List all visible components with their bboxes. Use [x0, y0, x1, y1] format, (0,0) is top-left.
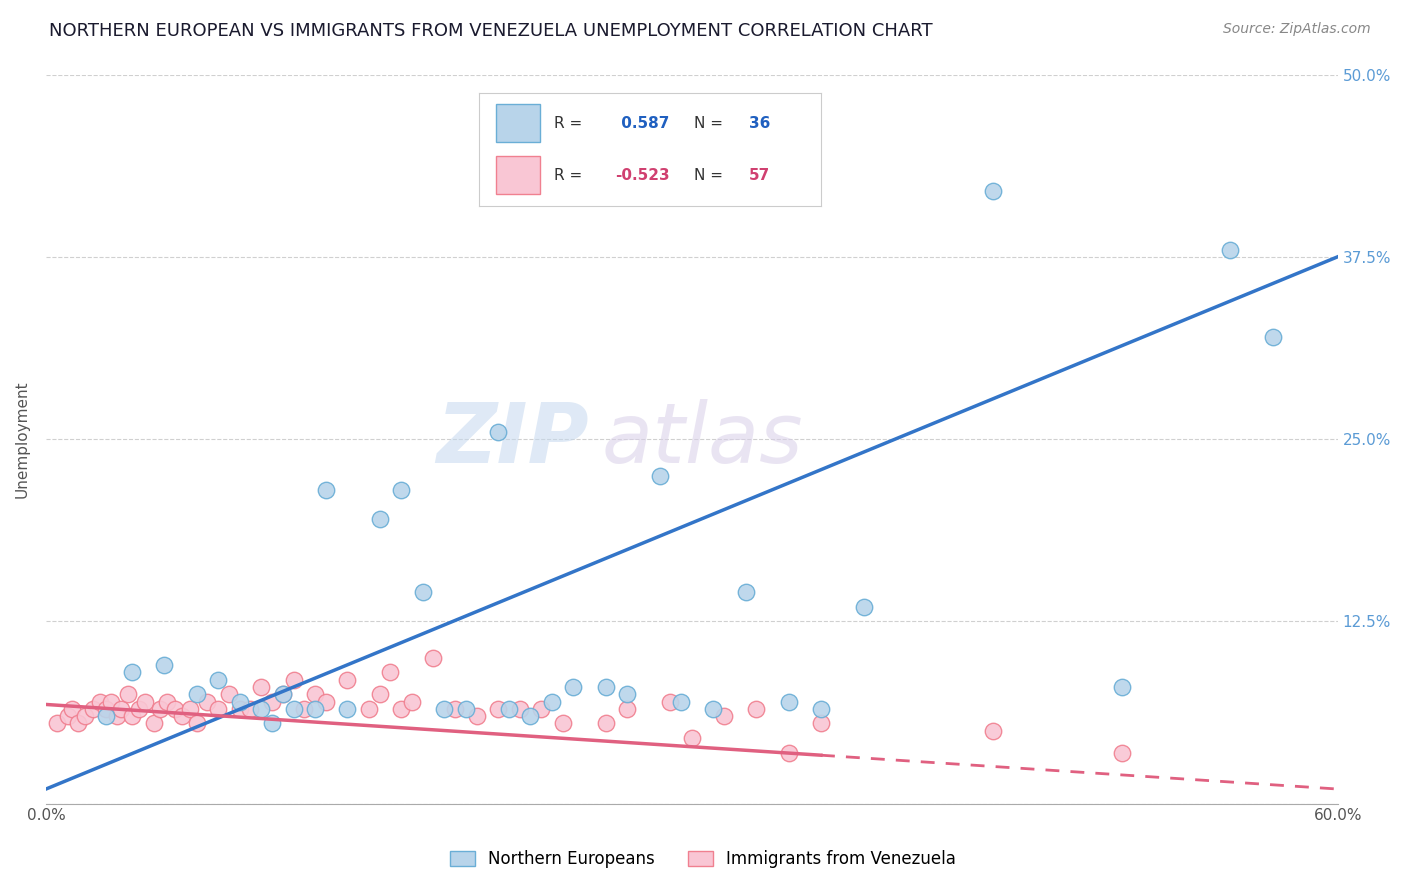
Point — [422, 650, 444, 665]
Point — [336, 702, 359, 716]
Point — [853, 599, 876, 614]
Point — [45, 716, 67, 731]
Point — [218, 687, 240, 701]
Point — [315, 483, 337, 497]
Point — [713, 709, 735, 723]
Point — [239, 702, 262, 716]
Point — [110, 702, 132, 716]
Point — [250, 680, 273, 694]
Point — [380, 665, 402, 680]
Point — [541, 694, 564, 708]
Point — [562, 680, 585, 694]
Point — [128, 702, 150, 716]
Point — [228, 694, 250, 708]
Point — [197, 694, 219, 708]
Y-axis label: Unemployment: Unemployment — [15, 380, 30, 498]
Point — [153, 658, 176, 673]
Point — [134, 694, 156, 708]
Point — [186, 716, 208, 731]
Point — [292, 702, 315, 716]
Point — [121, 665, 143, 680]
Point — [1111, 746, 1133, 760]
Point — [165, 702, 187, 716]
Point — [433, 702, 456, 716]
Point — [498, 702, 520, 716]
Point — [444, 702, 467, 716]
Point — [669, 694, 692, 708]
Point — [186, 687, 208, 701]
Point — [207, 673, 229, 687]
Point — [401, 694, 423, 708]
Point — [73, 709, 96, 723]
Point — [60, 702, 83, 716]
Point — [465, 709, 488, 723]
Point — [170, 709, 193, 723]
Point — [412, 585, 434, 599]
Point — [1219, 243, 1241, 257]
Point — [681, 731, 703, 745]
Point — [745, 702, 768, 716]
Text: NORTHERN EUROPEAN VS IMMIGRANTS FROM VENEZUELA UNEMPLOYMENT CORRELATION CHART: NORTHERN EUROPEAN VS IMMIGRANTS FROM VEN… — [49, 22, 932, 40]
Point — [336, 673, 359, 687]
Point — [149, 702, 172, 716]
Point — [810, 702, 832, 716]
Point — [778, 746, 800, 760]
Point — [368, 512, 391, 526]
Text: ZIP: ZIP — [436, 399, 589, 480]
Point — [810, 716, 832, 731]
Point — [117, 687, 139, 701]
Point — [486, 702, 509, 716]
Point — [530, 702, 553, 716]
Point — [283, 673, 305, 687]
Point — [121, 709, 143, 723]
Point — [67, 716, 90, 731]
Point — [389, 483, 412, 497]
Point — [509, 702, 531, 716]
Point — [551, 716, 574, 731]
Point — [250, 702, 273, 716]
Point — [659, 694, 682, 708]
Point — [271, 687, 294, 701]
Point — [1111, 680, 1133, 694]
Point — [648, 468, 671, 483]
Point — [981, 723, 1004, 738]
Point — [734, 585, 756, 599]
Text: Source: ZipAtlas.com: Source: ZipAtlas.com — [1223, 22, 1371, 37]
Point — [89, 694, 111, 708]
Point — [304, 702, 326, 716]
Point — [82, 702, 104, 716]
Point — [260, 716, 283, 731]
Point — [454, 702, 477, 716]
Point — [271, 687, 294, 701]
Point — [179, 702, 201, 716]
Point — [778, 694, 800, 708]
Point — [616, 702, 638, 716]
Point — [595, 716, 617, 731]
Point — [357, 702, 380, 716]
Point — [96, 709, 118, 723]
Point — [389, 702, 412, 716]
Point — [595, 680, 617, 694]
Point — [702, 702, 724, 716]
Point — [315, 694, 337, 708]
Point — [207, 702, 229, 716]
Point — [155, 694, 177, 708]
Point — [368, 687, 391, 701]
Point — [96, 702, 118, 716]
Point — [105, 709, 128, 723]
Legend: Northern Europeans, Immigrants from Venezuela: Northern Europeans, Immigrants from Vene… — [443, 844, 963, 875]
Point — [304, 687, 326, 701]
Point — [142, 716, 165, 731]
Point — [486, 425, 509, 439]
Point — [981, 184, 1004, 198]
Point — [100, 694, 122, 708]
Point — [260, 694, 283, 708]
Text: atlas: atlas — [602, 399, 803, 480]
Point — [228, 702, 250, 716]
Point — [616, 687, 638, 701]
Point — [1261, 330, 1284, 344]
Point — [519, 709, 541, 723]
Point — [56, 709, 79, 723]
Point — [283, 702, 305, 716]
